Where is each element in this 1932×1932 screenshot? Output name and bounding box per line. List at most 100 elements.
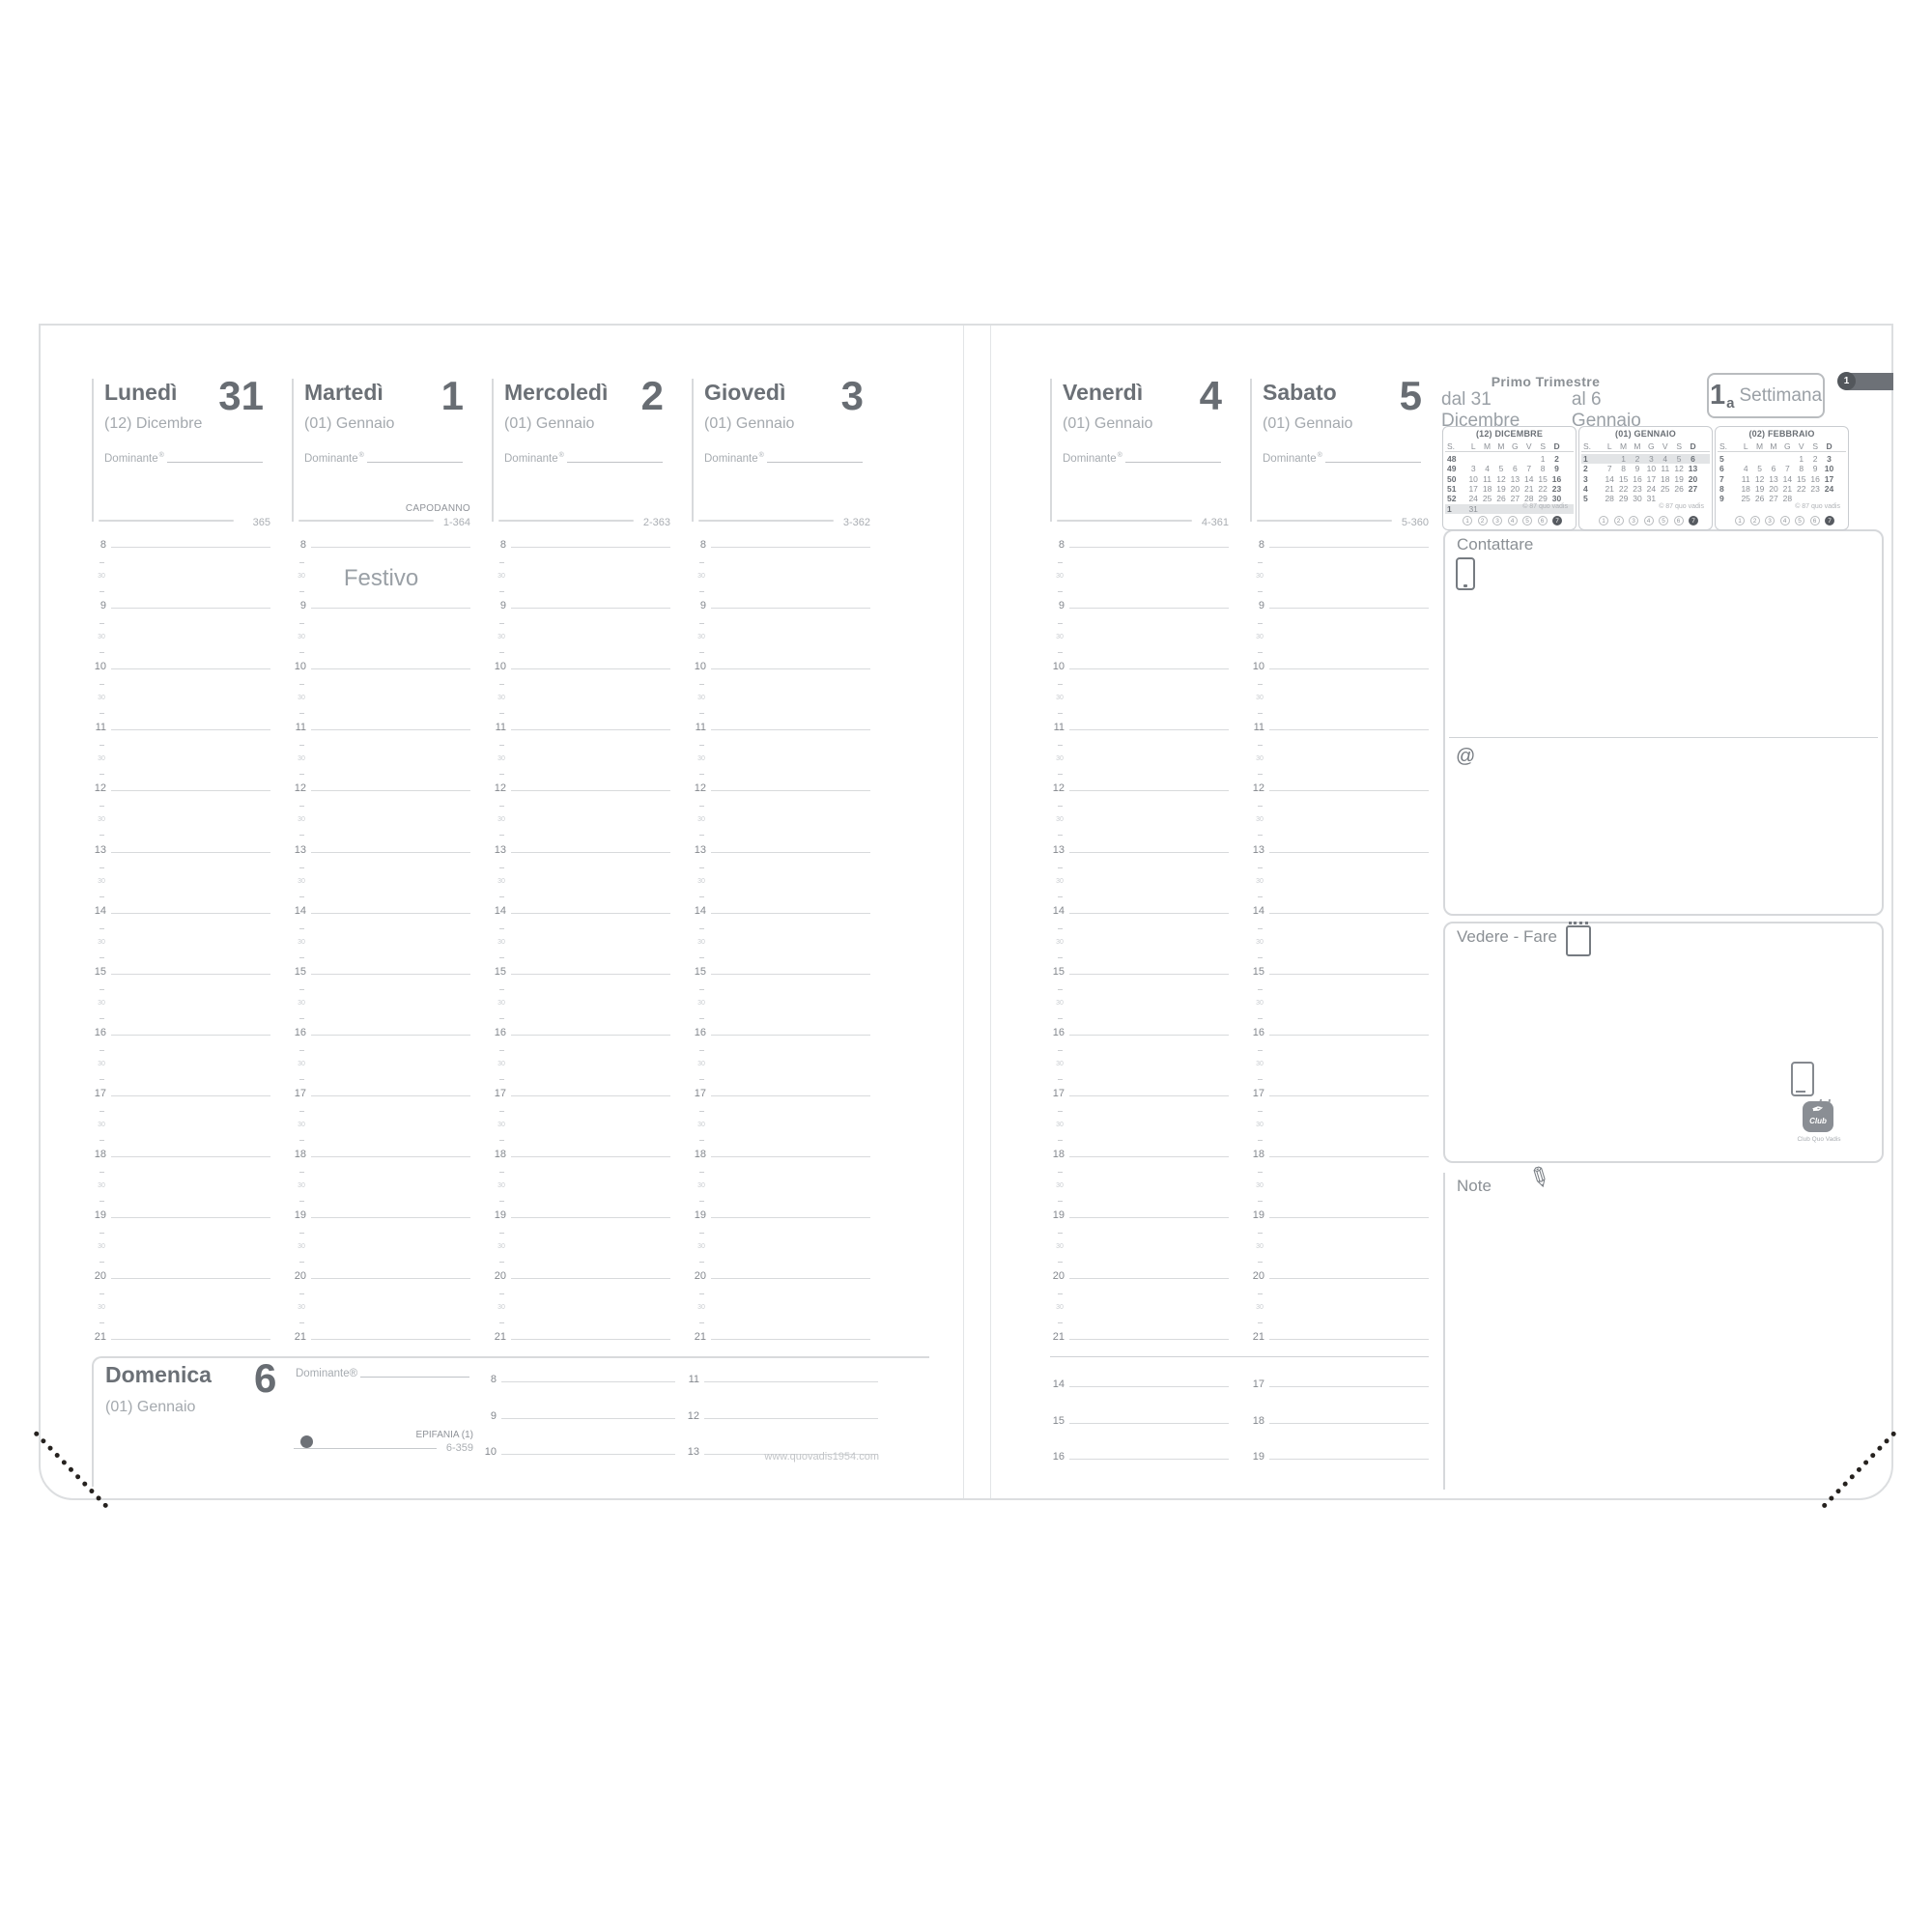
dominante-line [1124,461,1221,463]
sunday-month: (01) Gennaio [105,1399,196,1415]
hour-row: 15 [92,964,270,977]
quarter-tick [299,774,304,776]
day-cell [1480,454,1493,464]
quarter-tick [99,623,104,625]
hour-label: 11 [295,722,306,734]
day-cell: 4 [1662,454,1668,464]
week-number-cell: 51 [1447,484,1457,495]
day-cell: 31 [1646,494,1657,504]
half-hour-tick: 30 [1056,1060,1064,1067]
header-underline [1057,520,1192,522]
hour-row: 12 [685,1408,878,1421]
footer-circle: 6 [1537,516,1548,526]
day-header: Giovedì 3 (01) Gennaio Dominante® 3-362 [692,373,870,528]
hour-label: 21 [294,1331,306,1344]
hour-line [711,668,870,670]
day-header: Lunedì 31 (12) Dicembre Dominante® 365 [92,373,270,528]
quarter-tick [1258,1017,1263,1019]
hour-row: 16 [92,1025,270,1037]
hour-row: 15 [1050,964,1229,977]
half-hour-tick: 30 [298,634,305,641]
hour-line [711,608,870,610]
hour-label: 9 [490,1409,497,1422]
hour-row: 18 [692,1147,870,1160]
calendar-week-row: 1 31 [1445,503,1574,515]
hour-label: 8 [1258,539,1264,551]
header-underline [1257,520,1392,522]
hour-row: 10 [1050,659,1229,672]
hour-label: 21 [694,1331,706,1344]
quarter-tick [499,988,504,990]
day-cell: 29 [1538,494,1548,504]
dominante-row: Dominante® [504,452,663,465]
hour-line [1069,1459,1229,1460]
week-number-cell: 1 [1447,503,1452,514]
day-cell: 13 [1510,473,1520,484]
half-hour-tick: 30 [98,1121,105,1128]
day-cell: 19 [1496,484,1506,495]
day-cell: 25 [1482,494,1492,504]
half-hour-tick: 30 [497,1121,505,1128]
hour-row: 20 [492,1268,670,1282]
hour-row: 14 [492,903,670,916]
hour-label: 12 [94,782,106,795]
hour-row: 21 [492,1329,670,1343]
weekday-cell: G [1648,441,1655,451]
calendar-week-row: 6 4 5 6 7 8 9 10 [1718,464,1846,473]
mini-calendar-weekdays: S. L M M G V S D [1718,440,1846,452]
day-cell [1780,454,1794,464]
hour-label: 16 [1052,1451,1065,1463]
hour-label: 11 [695,722,706,734]
hour-line [711,1339,870,1341]
quarter-tick [699,956,704,958]
half-hour-tick: 30 [697,1060,705,1067]
half-hour-tick: 30 [497,695,505,702]
half-hour-tick: 30 [697,938,705,946]
footer-circle: 2 [1749,516,1760,526]
hour-row: 8 [692,537,870,551]
day-cell: 21 [1782,484,1793,495]
hour-line [311,912,470,914]
day-cell: 23 [1551,484,1562,495]
hour-row: 9 [482,1408,675,1421]
day-cell: 27 [1688,484,1698,495]
hour-row: 9 [92,598,270,611]
quarter-tick [699,867,704,868]
quarter-tick [99,1201,104,1202]
week-number-cell: 4 [1583,484,1588,495]
day-of-year: 1-364 [442,517,470,528]
hour-label: 14 [94,904,106,917]
day-cell: 22 [1538,484,1548,495]
day-cell: 1 [1621,454,1626,464]
quarter-tick [699,774,704,776]
half-hour-tick: 30 [98,1060,105,1067]
half-hour-tick: 30 [98,1182,105,1189]
hour-line [704,1417,878,1419]
half-hour-tick: 30 [697,877,705,885]
hour-label: 21 [94,1331,106,1344]
hour-label: 21 [1252,1331,1264,1344]
hour-row: 13 [92,842,270,855]
vedere-fare-label: Vedere - Fare [1457,927,1557,946]
hour-row: 8 [482,1372,675,1385]
quarter-tick [699,591,704,592]
quarter-tick [299,1172,304,1173]
half-hour-tick: 30 [1256,695,1264,702]
quarter-tick [1258,1322,1263,1324]
day-cell: 5 [1757,464,1762,474]
footer-circle: 7 [1689,516,1698,526]
calendar-week-row: 2 7 8 9 10 11 12 13 [1581,464,1710,473]
hour-row: 14 [1050,1377,1229,1390]
hour-label: 15 [494,965,506,978]
hour-label: 19 [694,1209,706,1222]
hour-row: 19 [1250,1449,1429,1463]
half-hour-tick: 30 [1056,1243,1064,1251]
hour-line [1269,1422,1429,1424]
day-cell: 8 [1621,464,1626,474]
hour-label: 9 [499,600,506,612]
quarter-tick [499,867,504,868]
hour-label: 16 [294,1026,306,1038]
quarter-tick [299,713,304,715]
hour-label: 15 [94,965,106,978]
quarter-tick [499,835,504,837]
